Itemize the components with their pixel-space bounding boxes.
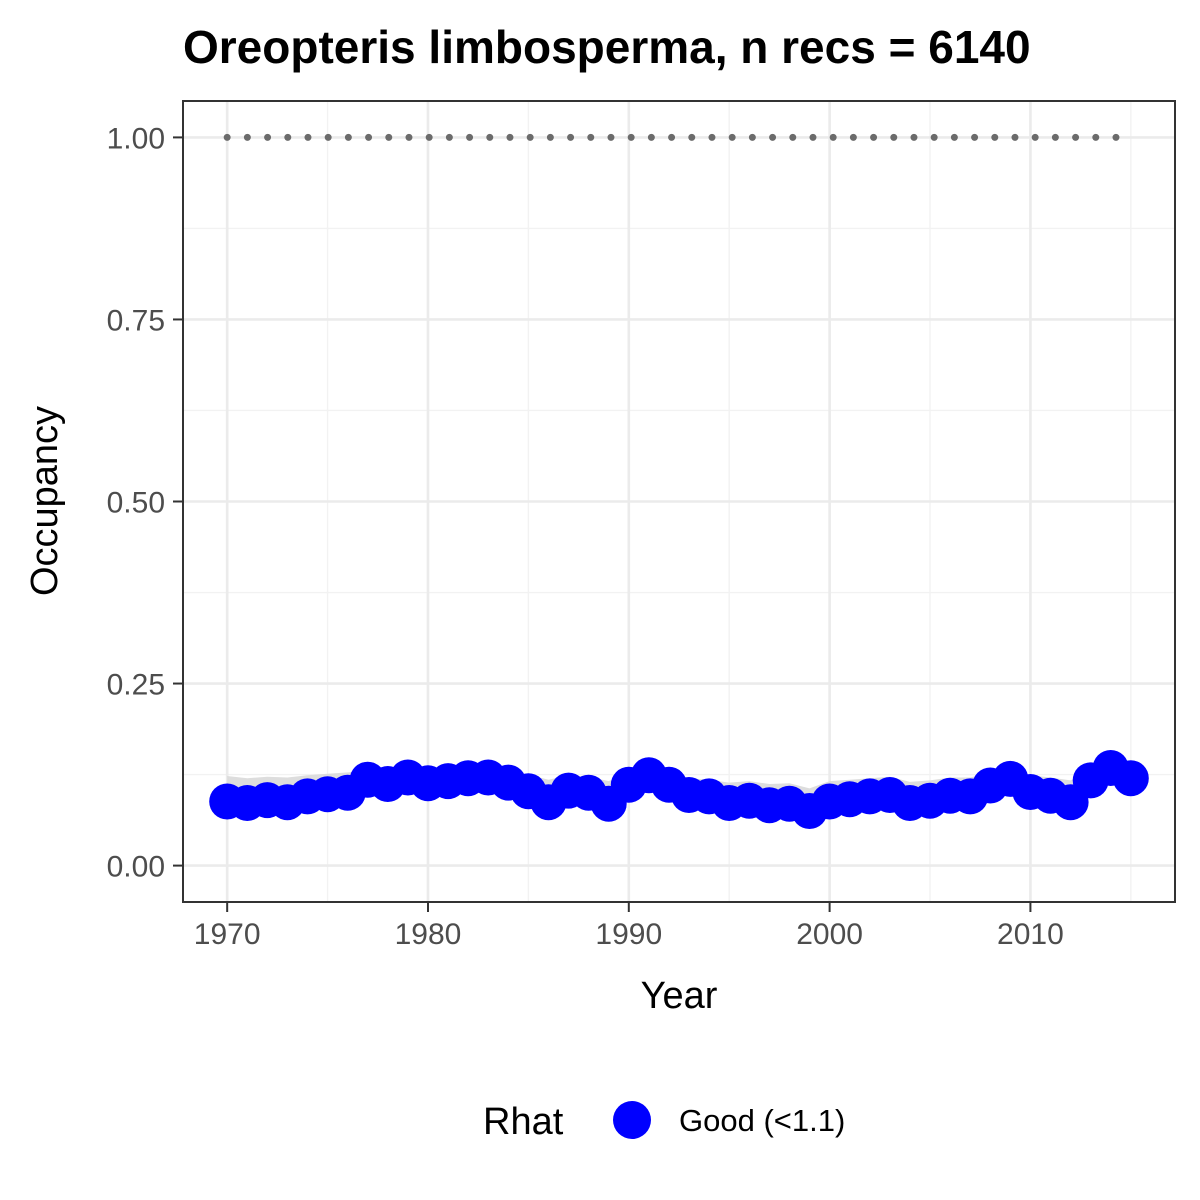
y-axis-title: Occupancy [24,406,66,596]
legend-label-good: Good (<1.1) [679,1103,845,1138]
legend: Rhat Good (<1.1) [483,1101,845,1143]
x-tick-label: 1980 [395,918,462,951]
x-tick-label: 2010 [997,918,1064,951]
y-tick-label: 0.25 [107,669,165,702]
y-tick-label: 0.50 [107,487,165,520]
x-tick-label: 2000 [796,918,863,951]
data-point [1112,760,1149,797]
y-tick-label: 1.00 [107,122,165,155]
legend-title: Rhat [483,1101,564,1143]
legend-key-good [613,1101,651,1139]
x-tick-label: 1970 [194,918,261,951]
series-occupancy [209,750,1149,829]
y-tick-label: 0.75 [107,304,165,337]
x-tick-label: 1990 [595,918,662,951]
x-axis-title: Year [641,975,718,1017]
y-tick-label: 0.00 [107,851,165,884]
axes: 1970 1980 1990 2000 2010 0.00 0.25 0.50 0.75 1.00 [107,122,1064,951]
chart-title: Oreopteris limbosperma, n recs = 6140 [183,21,1031,73]
